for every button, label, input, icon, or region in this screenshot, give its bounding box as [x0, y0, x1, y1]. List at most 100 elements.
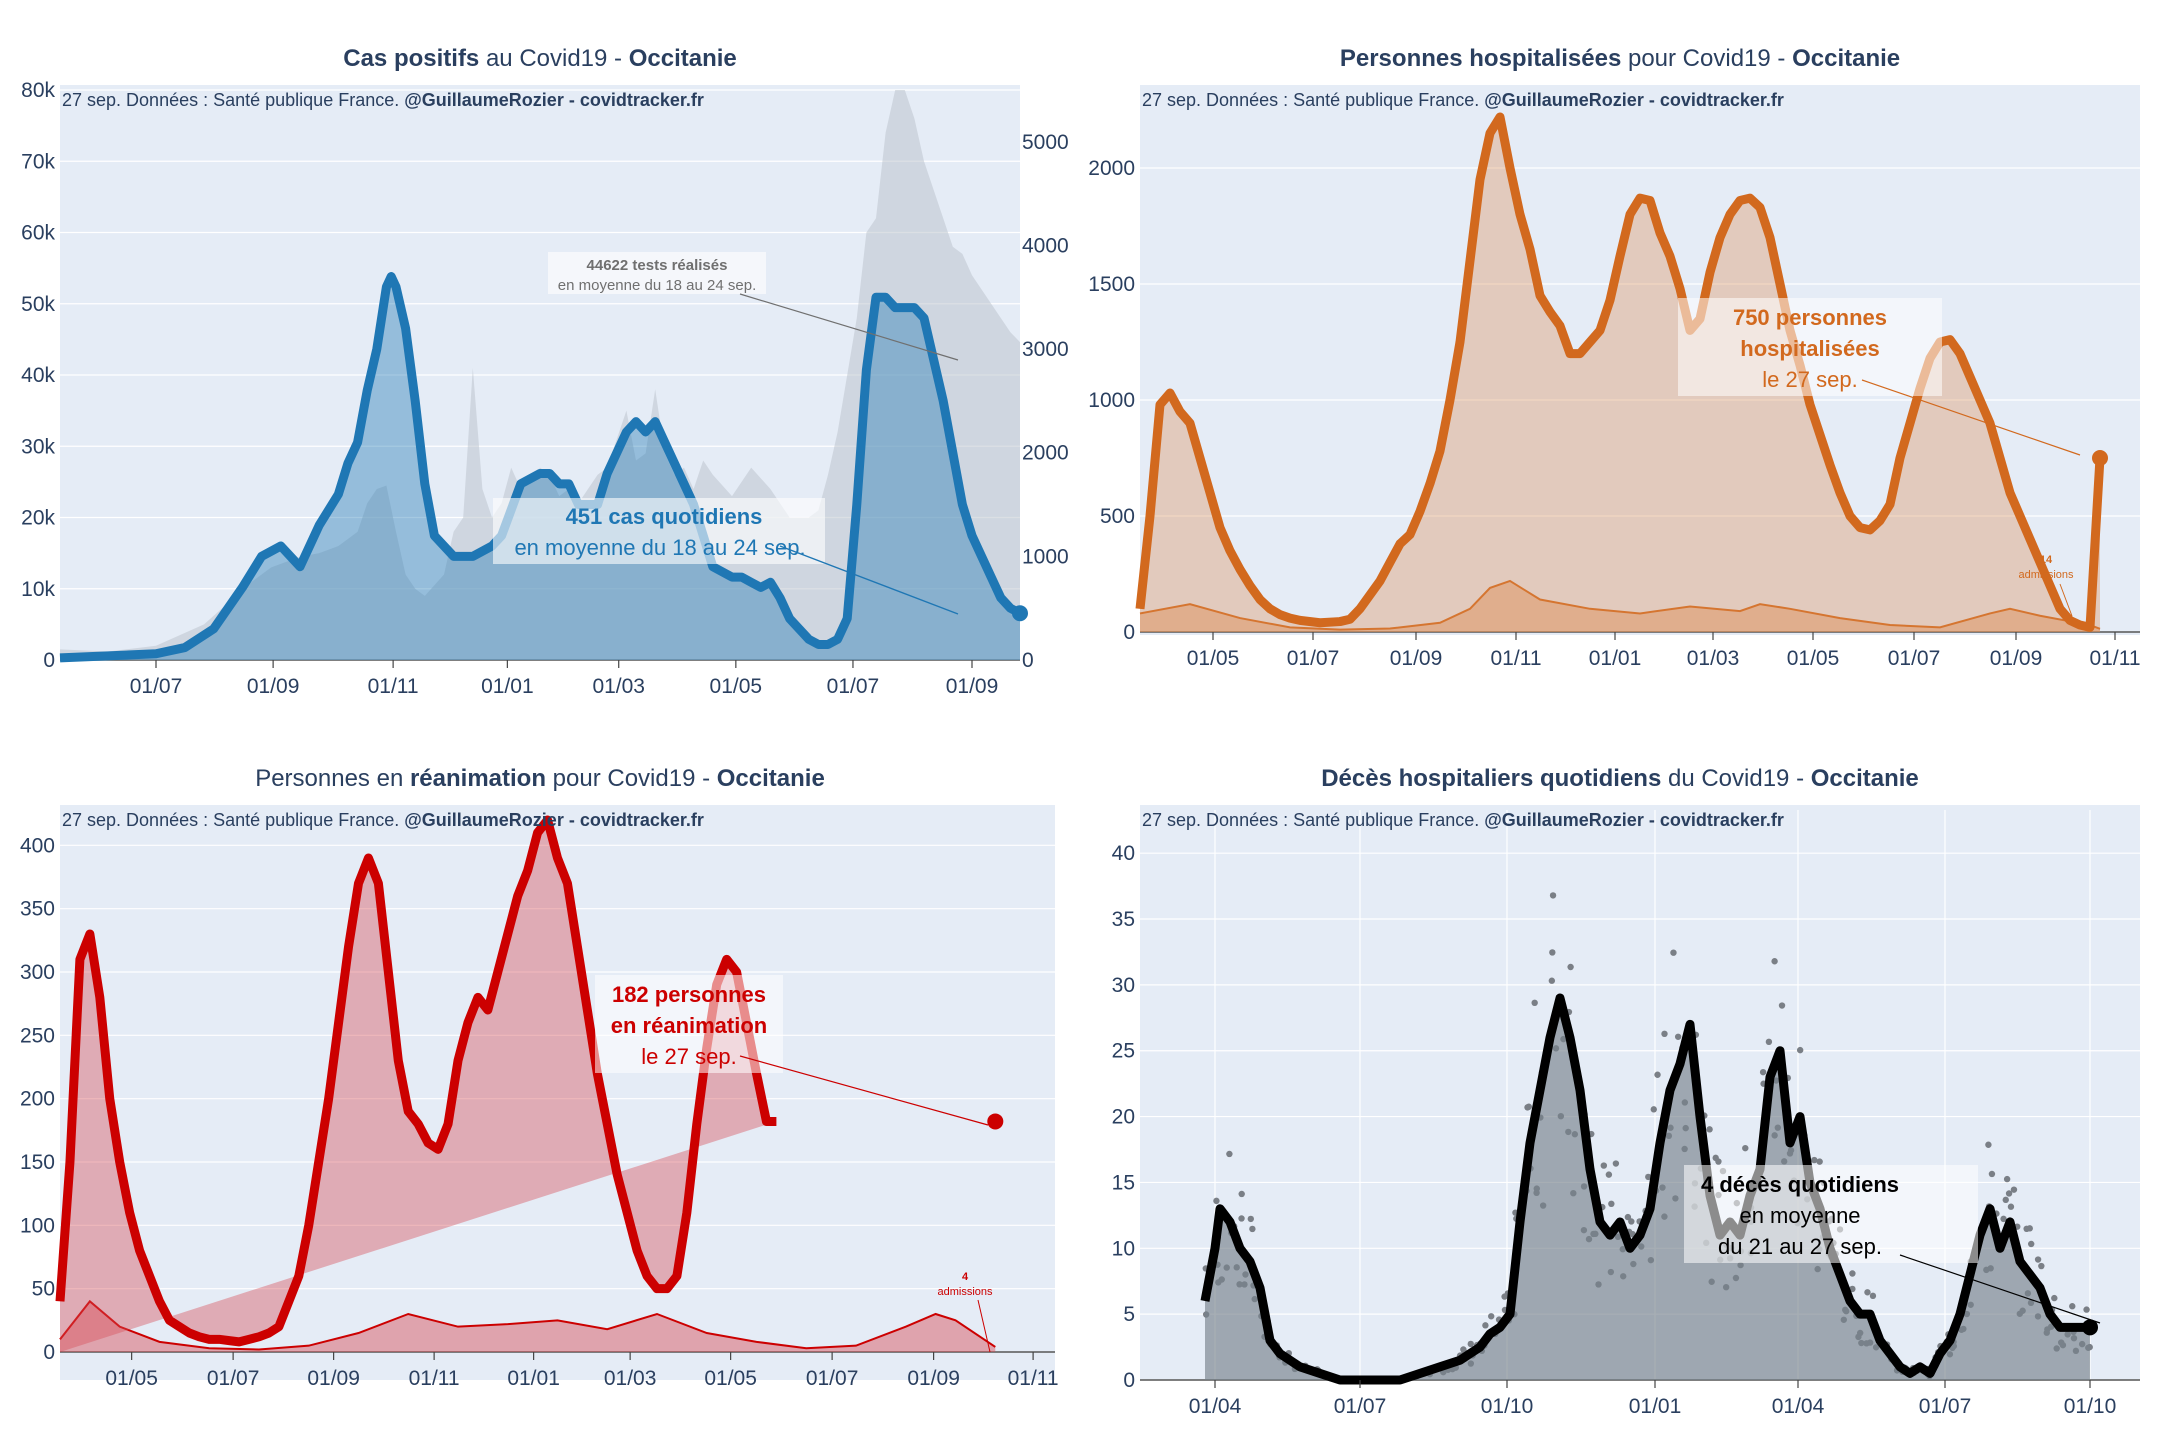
death-dot-115	[1567, 963, 1574, 971]
death-dot-135	[1624, 1213, 1632, 1221]
tests-annotation-arrow	[739, 293, 959, 361]
chart-deaths-title: Décès hospitaliers quotidiens du Covid19…	[1321, 765, 1919, 792]
xtick-label-5: 01/03	[1687, 647, 1740, 670]
death-dot-148	[1661, 1030, 1668, 1038]
hosp-admissions-label: admissions	[2018, 569, 2074, 581]
last-value-marker	[987, 1113, 1004, 1130]
death-dot-11	[1226, 1150, 1233, 1158]
death-dot-146	[1650, 1106, 1657, 1113]
ytick-label-5: 25	[1112, 1040, 1135, 1063]
hosp-admissions-value: 14	[2040, 554, 2053, 566]
chart-deaths-xticks: 01/04 01/07 01/10 01/01 01/04 01/07 01/10	[1189, 1380, 2117, 1418]
ytick-label-5: 250	[20, 1024, 55, 1047]
death-dot-307	[2051, 1294, 2058, 1302]
chart-hosp-gridlines	[1140, 167, 2140, 633]
death-dot-195	[1771, 958, 1778, 965]
death-dot-95	[1525, 1103, 1533, 1110]
ytick-label-6: 60k	[21, 222, 55, 245]
bg-series-line	[59, 1299, 996, 1351]
ytick-label-3: 1500	[1088, 273, 1135, 296]
death-dot-182	[1742, 1144, 1749, 1152]
death-dot-188	[1759, 1068, 1767, 1076]
ytick-label-3: 150	[20, 1151, 55, 1174]
ytick-right-label-0: 0	[1022, 649, 1034, 672]
ytick-label-3: 15	[1112, 1171, 1135, 1194]
chart-rea-title: Personnes en réanimation pour Covid19 - …	[255, 765, 825, 792]
chart-cases-panel: Cas positifs au Covid19 - Occitanie 01/0…	[0, 0, 1080, 720]
xtick-label-4: 01/03	[592, 675, 645, 698]
hosp-annotation-bold: 750 personnes	[1733, 305, 1887, 330]
ytick-label-8: 40	[1112, 842, 1135, 865]
deaths-annotation-bold: 4 décès quotidiens	[1701, 1172, 1899, 1197]
ytick-label-1: 500	[1100, 505, 1135, 528]
main-series-area	[1205, 998, 2090, 1380]
xtick-label-2: 01/10	[1481, 1395, 1534, 1418]
death-dot-208	[1811, 1156, 1818, 1164]
ytick-label-7: 70k	[21, 150, 55, 173]
rea-annotation-line3: le 27 sep.	[641, 1044, 736, 1069]
chart-rea-plot-area	[60, 805, 1055, 1380]
hosp-annotation-bold2: hospitalisées	[1740, 336, 1879, 361]
chart-cases-title: Cas positifs au Covid19 - Occitanie	[343, 45, 737, 72]
ytick-label-4: 20	[1112, 1106, 1135, 1129]
last-value-marker	[2092, 450, 2108, 466]
death-dot-199	[1778, 1002, 1786, 1009]
death-dot-106	[1549, 892, 1557, 899]
chart-rea-bg-series	[59, 1299, 996, 1352]
death-dot-147	[1654, 1071, 1661, 1078]
tests-annotation-line2: en moyenne du 18 au 24 sep.	[558, 277, 757, 294]
chart-hosp-bg-series	[1139, 579, 2101, 632]
death-dot-74	[1467, 1340, 1474, 1348]
ytick-label-6: 300	[20, 961, 55, 984]
death-dot-142	[1645, 1173, 1652, 1181]
chart-hosp-source: 27 sep. Données : Santé publique France.…	[1142, 90, 1784, 110]
ytick-label-1: 5	[1123, 1303, 1135, 1326]
chart-cases-xticks: 01/07 01/09 01/11 01/01 01/03 01/05 01/07 01/09	[130, 660, 998, 698]
xtick-label-7: 01/07	[1888, 647, 1941, 670]
death-dot-105	[1549, 949, 1556, 956]
chart-hosp-panel: Personnes hospitalisées pour Covid19 - O…	[1080, 0, 2160, 720]
death-dot-286	[2002, 1196, 2009, 1204]
death-dot-283	[1988, 1170, 1996, 1178]
death-dot-79	[1482, 1322, 1489, 1329]
main-series-area	[60, 276, 1020, 660]
death-dot-316	[2083, 1306, 2090, 1313]
main-series-area	[1140, 116, 2100, 632]
death-dot-81	[1488, 1313, 1495, 1320]
death-dot-298	[2027, 1240, 2035, 1248]
death-dot-130	[1608, 1200, 1615, 1208]
chart-cases-annotation-tests: 44622 tests réalisés en moyenne du 18 au…	[548, 252, 959, 361]
chart-hosp-plot-area	[1140, 85, 2140, 635]
death-dot-22	[1249, 1225, 1256, 1233]
cases-annotation-bold: 451 cas quotidiens	[566, 504, 763, 529]
main-series-area	[60, 820, 777, 1352]
chart-cases-yticks-right: 0 1000 2000 3000 4000 5000	[1022, 131, 1069, 672]
last-value-marker	[2082, 1319, 2098, 1336]
chart-deaths-annotation: 4 décès quotidiens en moyenne du 21 au 2…	[1684, 1165, 2101, 1324]
xtick-label-1: 01/09	[247, 675, 300, 698]
xtick-label-6: 01/10	[2064, 1395, 2117, 1418]
death-dot-276	[1985, 1141, 1992, 1148]
chart-hosp-small-label: 14 admissions	[2018, 554, 2074, 617]
xtick-label-0: 01/04	[1189, 1395, 1242, 1418]
main-series-line	[59, 272, 1023, 663]
xtick-label-6: 01/07	[827, 675, 880, 698]
tests-annotation-bold: 44622 tests réalisés	[587, 257, 728, 274]
death-dot-19	[1238, 1215, 1245, 1222]
xtick-label-1: 01/07	[1334, 1395, 1387, 1418]
ytick-label-4: 200	[20, 1088, 55, 1111]
ytick-label-4: 2000	[1088, 157, 1135, 180]
death-dot-21	[1247, 1215, 1254, 1223]
rea-annotation-bold: 182 personnes	[612, 982, 766, 1007]
xtick-label-0: 01/07	[130, 675, 183, 698]
chart-rea-svg: Personnes en réanimation pour Covid19 - …	[20, 765, 1059, 1390]
death-dot-284	[2003, 1175, 2011, 1183]
ytick-label-0: 0	[1123, 621, 1135, 644]
death-dot-5	[1213, 1197, 1220, 1205]
chart-rea-main-series	[55, 815, 1004, 1352]
death-dot-153	[1670, 949, 1677, 956]
rea-admissions-label: admissions	[937, 1286, 993, 1298]
chart-cases-yticks-left: 0 10k 20k 30k 40k 50k 60k 70k 80k	[21, 79, 55, 672]
deaths-annotation-line2: en moyenne	[1739, 1203, 1860, 1228]
chart-deaths-svg: Décès hospitaliers quotidiens du Covid19…	[1112, 765, 2140, 1418]
